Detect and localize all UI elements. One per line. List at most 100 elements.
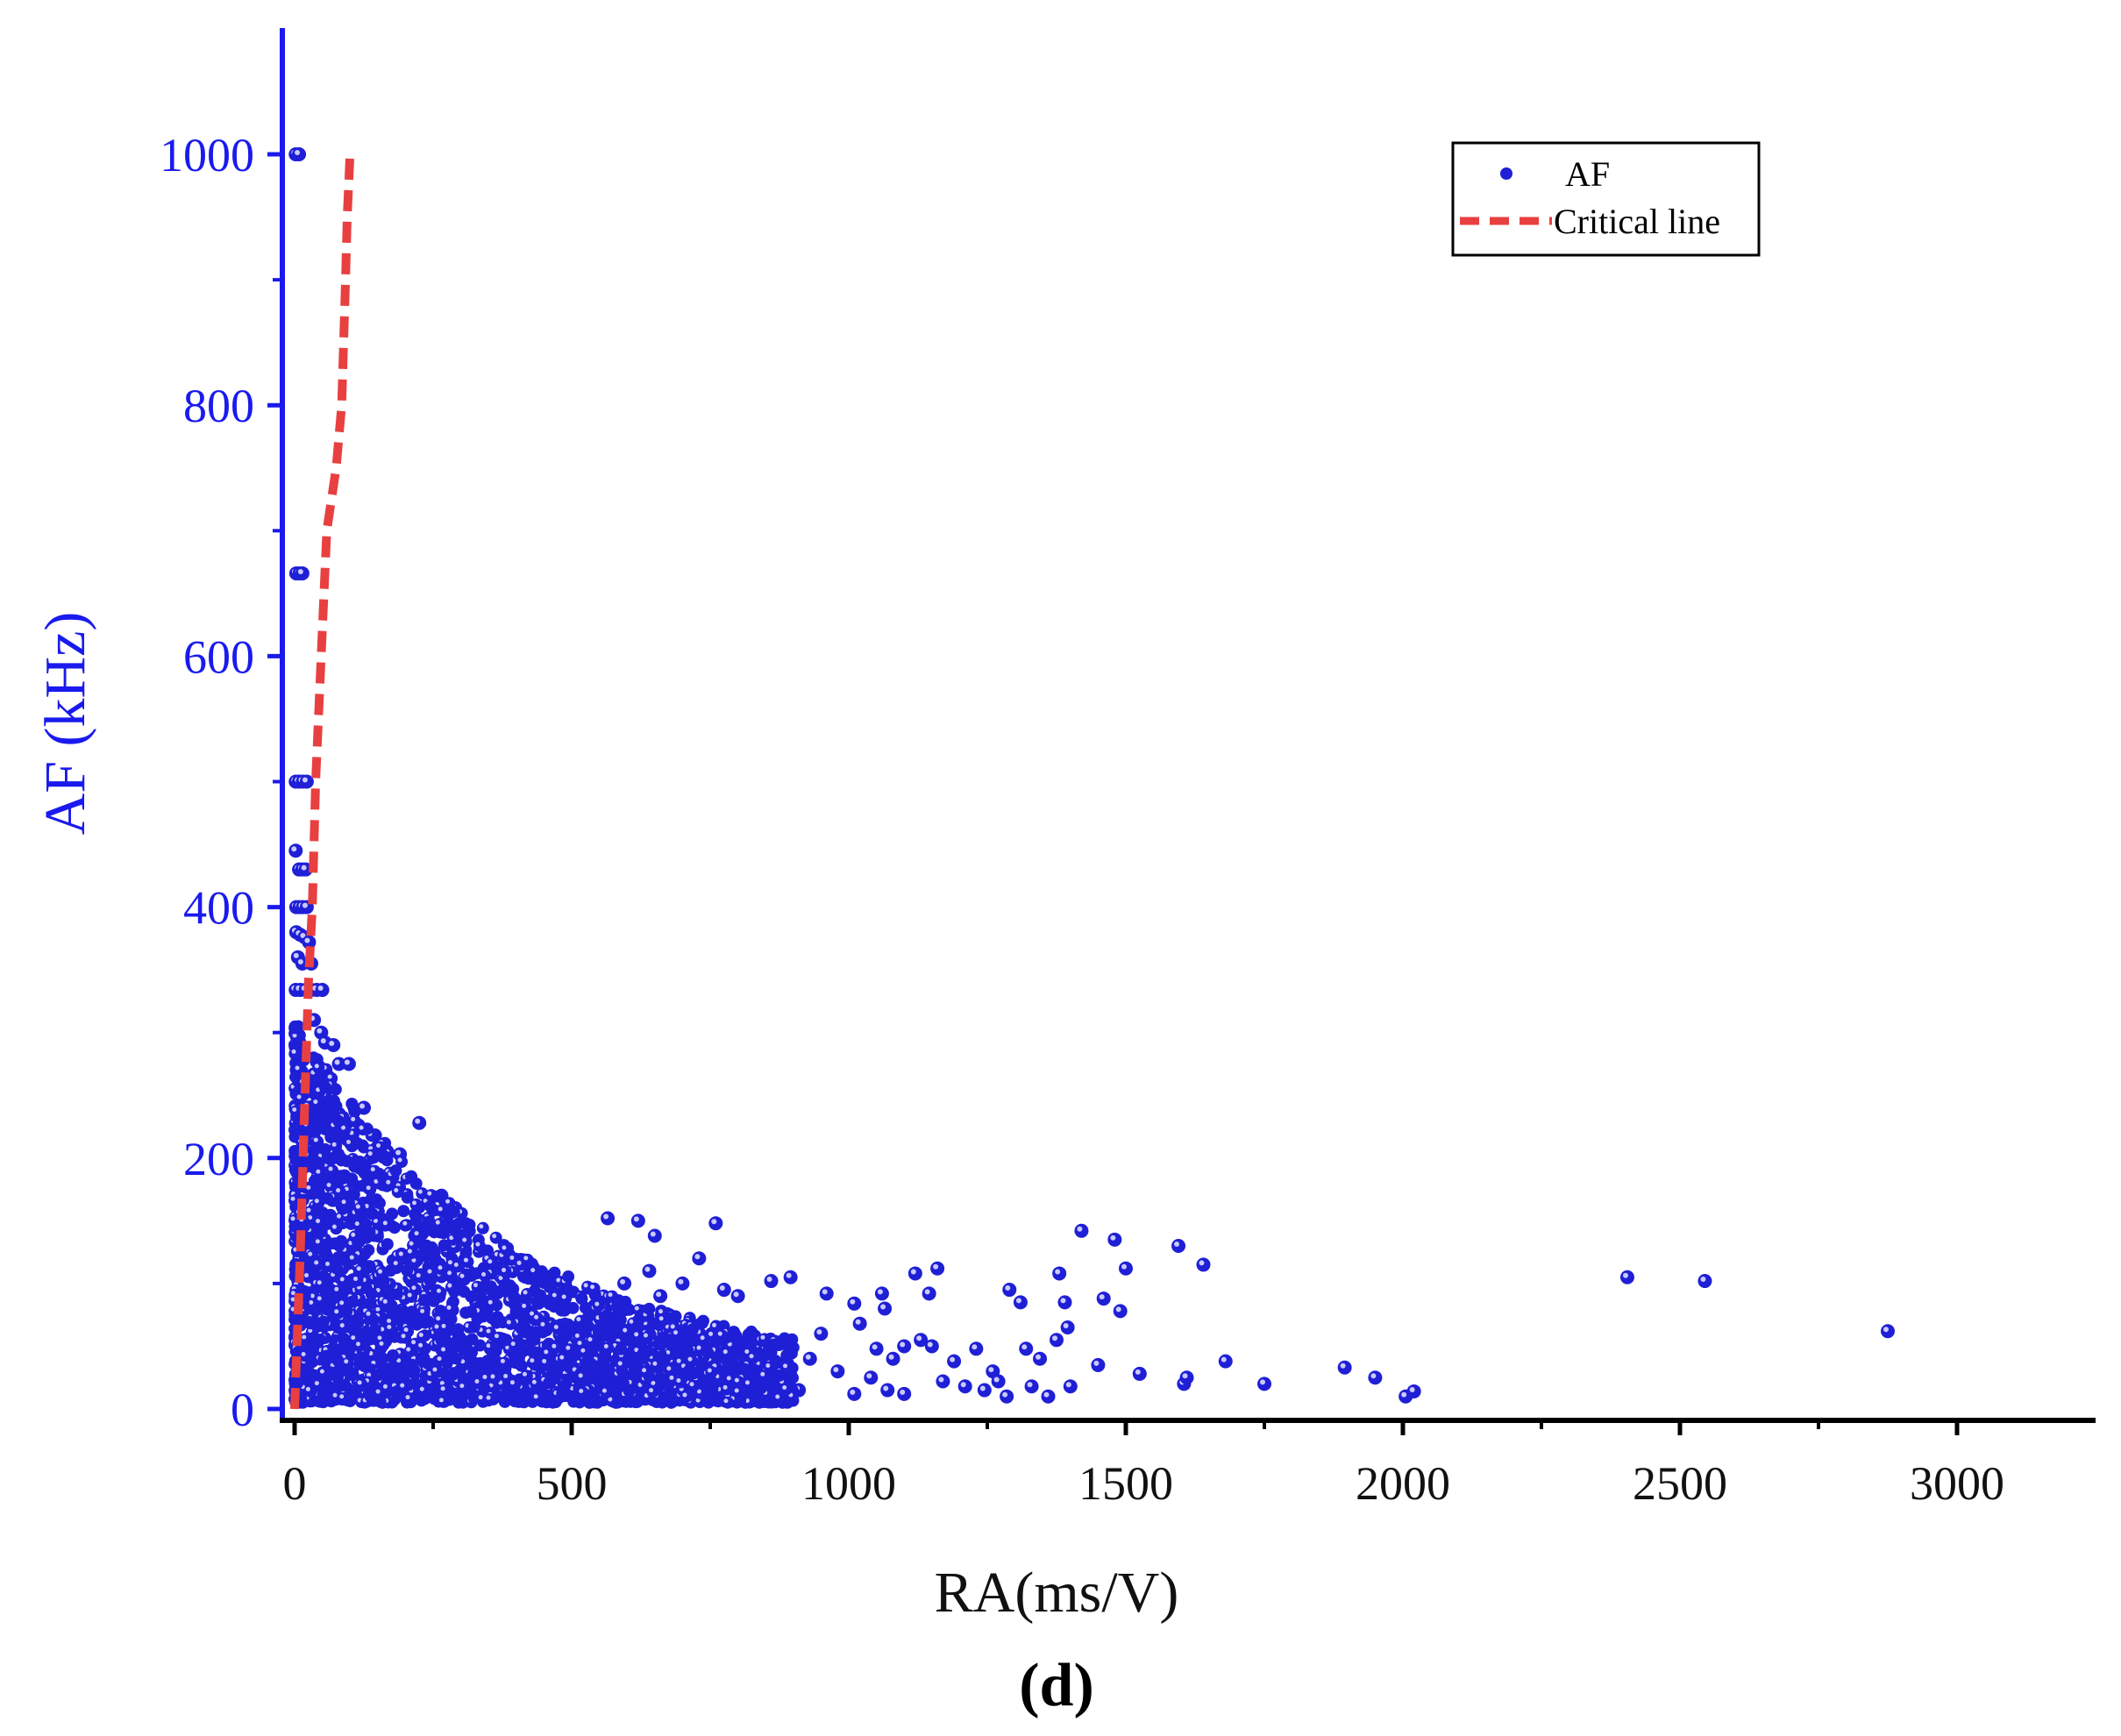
af-data-point-highlight — [494, 1334, 499, 1339]
af-data-point — [600, 1386, 613, 1399]
af-data-point-highlight — [317, 1028, 323, 1034]
af-data-point-highlight — [302, 902, 308, 908]
af-data-point — [348, 1386, 361, 1399]
af-data-point-highlight — [1002, 1391, 1008, 1398]
af-data-point-highlight — [304, 1273, 310, 1278]
af-data-point — [364, 1183, 377, 1196]
af-data-point-highlight — [341, 1199, 346, 1205]
af-data-point — [630, 1355, 643, 1368]
af-data-point-highlight — [960, 1382, 966, 1388]
af-data-point-highlight — [805, 1354, 811, 1360]
af-data-point — [616, 1359, 629, 1372]
af-data-point-highlight — [351, 1232, 356, 1237]
af-data-point — [744, 1325, 758, 1338]
af-data-point-highlight — [734, 1388, 739, 1393]
af-data-point-highlight — [290, 1216, 295, 1221]
af-data-point-highlight — [880, 1304, 886, 1310]
af-data-point-highlight — [436, 1288, 441, 1293]
af-data-point-highlight — [308, 1215, 313, 1220]
af-data-point-highlight — [462, 1237, 467, 1242]
af-data-point-highlight — [603, 1344, 609, 1349]
af-data-point — [364, 1390, 377, 1403]
af-data-point — [359, 1218, 373, 1231]
af-data-point — [331, 1150, 344, 1163]
af-data-point-highlight — [313, 1099, 318, 1105]
af-data-point — [401, 1191, 414, 1204]
af-data-point-highlight — [1401, 1391, 1407, 1398]
af-data-point — [724, 1352, 737, 1365]
x-tick-label: 3000 — [1910, 1457, 2004, 1510]
y-tick-label: 200 — [183, 1133, 254, 1185]
af-data-point — [317, 1388, 330, 1401]
af-data-point — [513, 1357, 526, 1370]
af-data-point-highlight — [475, 1242, 480, 1247]
af-data-point-highlight — [642, 1368, 647, 1373]
af-data-point-highlight — [1182, 1373, 1188, 1379]
af-data-point — [417, 1392, 431, 1405]
af-data-point — [401, 1263, 414, 1277]
af-data-point-highlight — [395, 1149, 402, 1156]
af-data-point — [288, 1021, 302, 1035]
af-data-point-highlight — [403, 1327, 409, 1333]
af-data-point-highlight — [576, 1317, 581, 1322]
af-data-point — [353, 1155, 367, 1168]
af-data-point — [331, 1370, 345, 1384]
af-data-point — [531, 1391, 544, 1405]
af-data-point — [566, 1301, 580, 1314]
af-data-point-highlight — [766, 1277, 772, 1283]
x-tick-label: 0 — [283, 1457, 307, 1510]
af-data-point-highlight — [308, 1328, 313, 1334]
af-data-point — [576, 1370, 589, 1384]
af-data-point-highlight — [314, 1381, 319, 1386]
af-data-point — [345, 1295, 359, 1308]
critical-line-layer — [290, 153, 355, 1410]
af-data-point — [498, 1356, 511, 1370]
af-data-point-highlight — [734, 1377, 739, 1383]
y-axis-title: AF (kHz) — [33, 612, 97, 836]
af-data-point-highlight — [1015, 1298, 1021, 1304]
af-data-point-highlight — [1340, 1362, 1346, 1369]
af-data-point — [556, 1387, 569, 1400]
af-data-point — [695, 1316, 708, 1329]
af-data-point — [423, 1220, 436, 1234]
af-data-point-highlight — [441, 1323, 446, 1328]
af-data-point-highlight — [608, 1292, 613, 1298]
af-data-point — [326, 1106, 339, 1119]
af-data-point-highlight — [301, 864, 307, 871]
af-data-point-highlight — [1063, 1322, 1069, 1328]
af-data-point-highlight — [509, 1255, 515, 1260]
af-data-point-highlight — [482, 1374, 488, 1379]
af-data-point-highlight — [665, 1350, 671, 1355]
af-data-point-highlight — [855, 1319, 861, 1325]
af-data-point-highlight — [345, 1140, 351, 1145]
af-data-point-highlight — [438, 1398, 444, 1403]
af-data-point-highlight — [938, 1377, 944, 1383]
af-data-point-highlight — [377, 1335, 382, 1341]
af-data-point-highlight — [689, 1382, 694, 1387]
af-data-point-highlight — [349, 1255, 354, 1260]
af-data-point-highlight — [1052, 1335, 1057, 1341]
af-data-point-highlight — [775, 1394, 780, 1399]
y-tick-label: 400 — [183, 882, 254, 935]
af-data-point-highlight — [418, 1342, 423, 1348]
af-data-point — [435, 1334, 448, 1347]
af-data-point-highlight — [783, 1363, 788, 1369]
af-data-point-highlight — [344, 1059, 350, 1065]
af-data-point-highlight — [331, 1224, 337, 1229]
af-data-point-highlight — [623, 1327, 628, 1333]
y-ticks: 0 200 400 600 800 1000 — [160, 129, 282, 1436]
af-data-point — [473, 1339, 487, 1352]
af-data-point — [488, 1371, 501, 1384]
af-data-point — [457, 1271, 470, 1284]
af-data-point-highlight — [1700, 1277, 1706, 1283]
af-data-point-highlight — [786, 1272, 792, 1278]
af-data-point-highlight — [367, 1372, 372, 1377]
af-data-point-highlight — [438, 1206, 443, 1212]
af-data-point-highlight — [292, 1106, 297, 1112]
af-data-point — [321, 1303, 334, 1316]
af-data-point-highlight — [434, 1324, 439, 1329]
af-data-point — [425, 1267, 438, 1280]
af-data-point-highlight — [339, 1300, 345, 1306]
af-data-point — [715, 1329, 729, 1342]
af-data-point-highlight — [1199, 1260, 1205, 1266]
